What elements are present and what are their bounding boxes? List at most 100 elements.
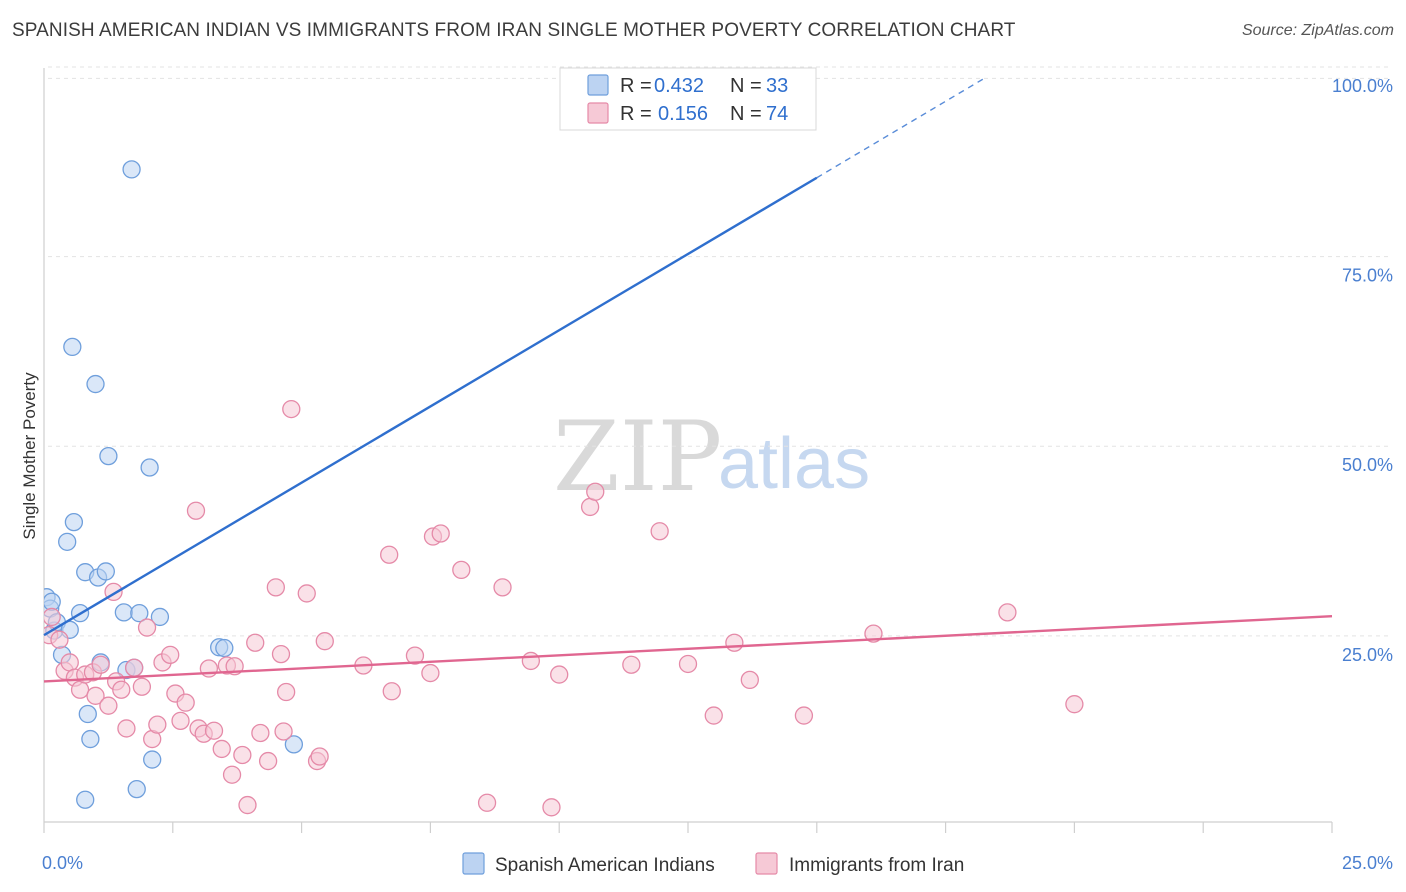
data-point-blue <box>130 603 149 623</box>
data-point-blue <box>122 160 141 179</box>
data-point-pink <box>1065 695 1084 714</box>
y-tick-label: 50.0% <box>1342 455 1393 475</box>
watermark-atlas: atlas <box>718 424 870 504</box>
data-point-pink <box>251 723 270 743</box>
data-point-pink <box>125 658 144 677</box>
data-point-pink <box>725 633 744 652</box>
data-point-pink <box>204 721 224 740</box>
data-point-pink <box>521 651 541 671</box>
data-point-pink <box>380 545 399 564</box>
data-point-pink <box>60 653 79 672</box>
y-tick-label: 75.0% <box>1342 266 1393 286</box>
data-point-pink <box>238 795 257 815</box>
data-point-pink <box>452 560 471 580</box>
legend-swatch-blue <box>587 74 609 96</box>
data-point-pink <box>132 677 152 696</box>
trend-line-pink <box>43 614 1333 683</box>
chart-title: SPANISH AMERICAN INDIAN VS IMMIGRANTS FR… <box>12 20 1016 41</box>
data-point-pink <box>550 665 569 684</box>
data-point-pink <box>44 607 61 627</box>
data-point-pink <box>586 482 605 501</box>
data-point-pink <box>117 719 136 738</box>
data-point-blue <box>140 458 159 477</box>
x-tick-label: 0.0% <box>42 853 83 873</box>
data-point-blue <box>127 779 146 799</box>
y-tick-labels: 25.0% 50.0% 75.0% 100.0% <box>1332 76 1393 665</box>
data-point-pink <box>212 739 231 759</box>
legend-r-label: R = <box>620 75 652 97</box>
data-point-blue <box>81 729 100 749</box>
data-point-pink <box>315 632 334 651</box>
series-legend-swatch-pink <box>755 852 778 875</box>
data-point-pink <box>542 798 561 817</box>
y-axis-title: Single Mother Poverty <box>20 372 39 540</box>
data-point-blue <box>150 607 170 627</box>
watermark-zip: ZIP <box>553 401 722 513</box>
data-point-pink <box>477 793 497 812</box>
x-tick-labels: 0.0% 25.0% <box>42 853 1393 873</box>
data-point-pink <box>678 654 698 674</box>
data-point-blue <box>63 337 82 357</box>
data-point-blue <box>78 704 97 724</box>
legend-n-value: 33 <box>766 75 788 97</box>
data-point-pink <box>580 497 600 517</box>
data-point-pink <box>246 633 265 652</box>
data-point-pink <box>297 584 316 603</box>
data-point-pink <box>421 663 440 683</box>
data-point-pink <box>233 745 252 765</box>
trend-lines <box>43 76 1333 683</box>
data-point-pink <box>86 686 105 705</box>
data-point-pink <box>186 501 206 520</box>
data-point-pink <box>310 747 329 766</box>
data-point-pink <box>70 680 90 699</box>
legend-swatch-pink <box>587 102 609 124</box>
x-tick-marks <box>43 822 1333 833</box>
data-point-pink <box>161 645 180 665</box>
legend-n-value: 74 <box>766 103 788 125</box>
data-point-blue <box>680 32 697 49</box>
legend-r-label: R = <box>620 103 652 125</box>
data-point-blue <box>284 735 304 754</box>
data-point-pink <box>258 751 278 771</box>
trend-line-extension-blue <box>816 76 988 179</box>
data-point-pink <box>405 646 425 665</box>
trend-line-blue <box>43 176 818 637</box>
grid-lines <box>48 66 1392 637</box>
legend-n-label: N = <box>730 75 762 97</box>
data-point-pink <box>91 655 110 674</box>
data-point-blue <box>64 512 84 532</box>
data-point-pink <box>282 399 301 419</box>
correlation-legend: R = 0.432 N = 33 R = 0.156 N = 74 <box>559 67 817 131</box>
data-point-blue <box>143 750 162 769</box>
data-point-pink <box>50 630 69 649</box>
data-point-blue <box>76 790 95 809</box>
data-point-pink <box>704 706 723 725</box>
data-point-pink <box>176 693 195 712</box>
data-point-blue <box>215 638 234 658</box>
data-point-blue <box>96 562 115 581</box>
series-legend-swatch-blue <box>462 852 485 875</box>
series-legend-label-blue: Spanish American Indians <box>495 855 715 876</box>
data-point-pink <box>148 715 167 734</box>
data-point-pink <box>998 603 1017 622</box>
data-point-pink <box>274 722 293 741</box>
data-point-pink <box>271 644 291 664</box>
legend-n-label: N = <box>730 103 762 125</box>
y-tick-label: 100.0% <box>1332 76 1393 96</box>
data-point-pink <box>493 578 512 597</box>
series-legend: Spanish American Indians Immigrants from… <box>462 852 964 876</box>
data-point-pink <box>740 670 759 690</box>
data-point-blue <box>44 592 61 611</box>
data-point-pink <box>266 578 285 597</box>
data-point-pink <box>650 522 669 541</box>
source-label: Source: ZipAtlas.com <box>1241 22 1394 39</box>
data-point-pink <box>864 624 883 643</box>
legend-r-value: 0.156 <box>658 103 708 125</box>
data-point-pink <box>276 682 296 702</box>
data-point-blue <box>114 603 134 622</box>
data-point-pink <box>431 524 450 543</box>
data-point-pink <box>222 765 242 784</box>
data-point-blue <box>99 446 118 466</box>
x-tick-label: 25.0% <box>1342 853 1393 873</box>
